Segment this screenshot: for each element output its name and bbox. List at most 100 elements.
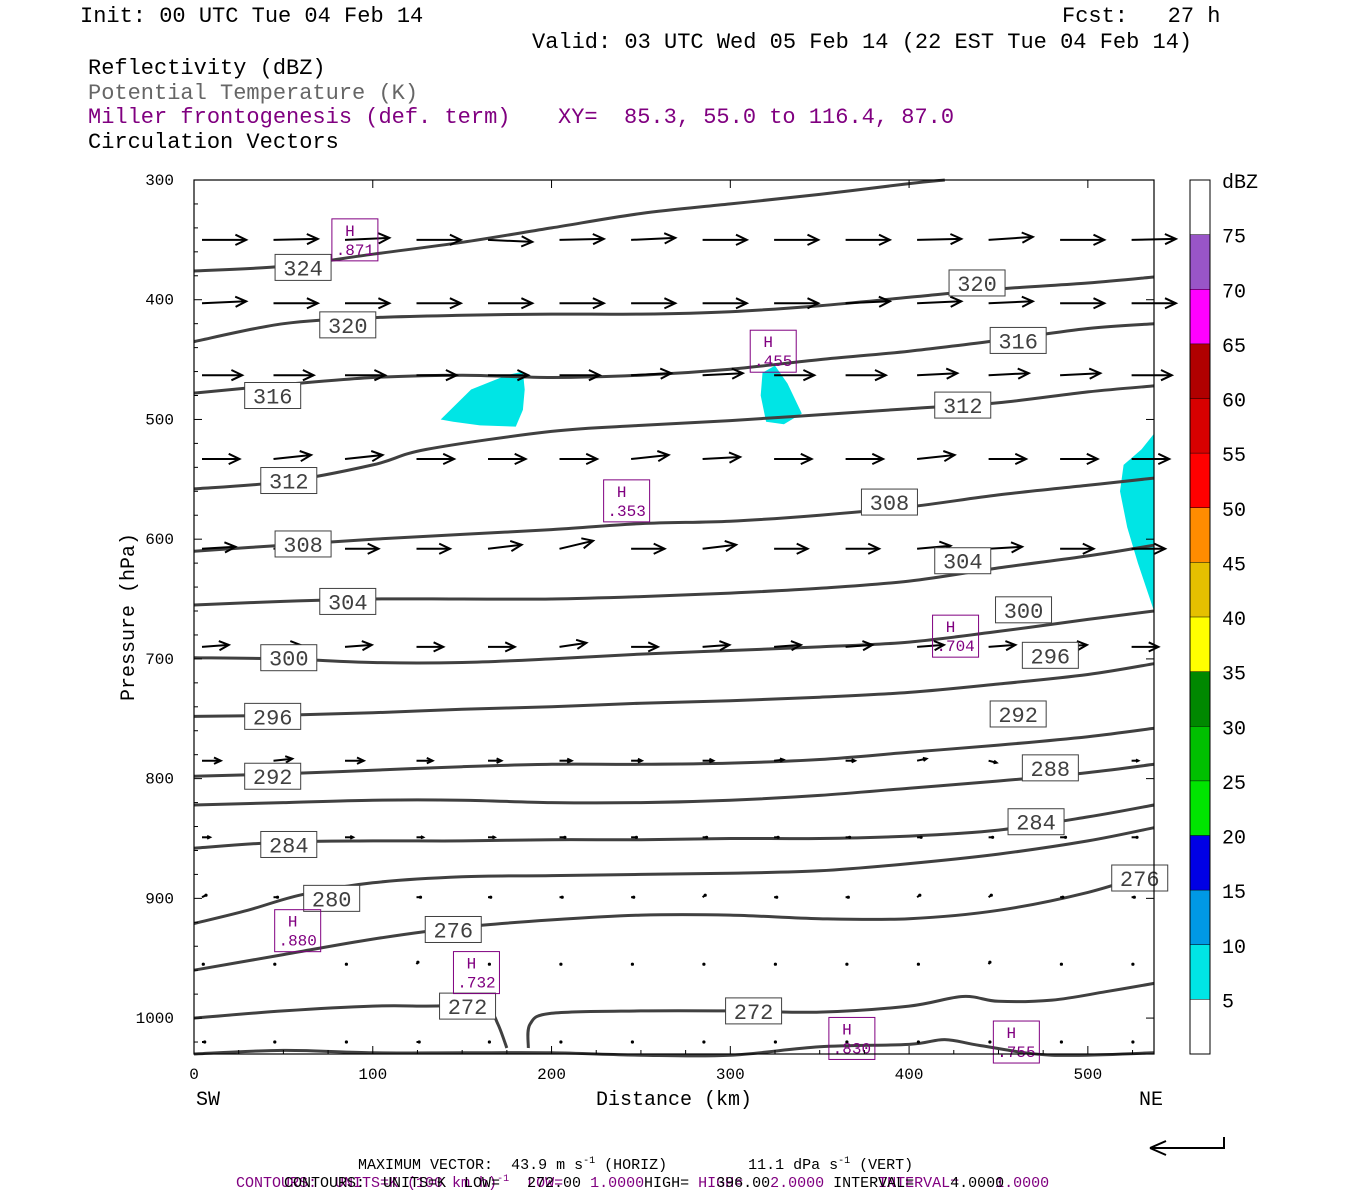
circulation-vector <box>1059 962 1063 966</box>
circulation-vector <box>273 962 277 966</box>
circulation-vector <box>345 297 392 310</box>
circulation-vector <box>988 295 1036 308</box>
high-letter: H <box>345 223 355 241</box>
circulation-vector <box>416 369 460 382</box>
circulation-vector <box>774 369 817 382</box>
theta-label-1: 320 <box>328 315 368 340</box>
colorbar-segment <box>1190 835 1210 891</box>
circulation-vector <box>559 369 603 382</box>
colorbar-tick-label: 75 <box>1222 227 1246 250</box>
circulation-vector <box>559 638 589 650</box>
field-frontogenesis: Miller frontogenesis (def. term) <box>88 105 511 130</box>
frontogenesis-high-0: H.871 <box>331 218 379 262</box>
circulation-vector <box>845 758 858 764</box>
circulation-vector <box>845 895 850 899</box>
circulation-vector <box>416 756 435 765</box>
circulation-vector <box>202 233 249 246</box>
circulation-vector <box>988 759 999 765</box>
circulation-vector <box>701 893 707 898</box>
colorbar-segment <box>1190 562 1210 617</box>
circulation-vector <box>774 452 814 466</box>
circulation-vector <box>845 369 889 382</box>
theta-label2-10-box <box>1007 808 1065 836</box>
circulation-vector <box>845 835 852 839</box>
circulation-vector <box>202 756 224 765</box>
theta-contour-312-3 <box>193 384 1155 491</box>
frontogenesis-high-7: H.755 <box>992 1020 1040 1064</box>
theta-label2-4: 308 <box>870 492 910 517</box>
circulation-vector <box>273 369 317 382</box>
circulation-vector <box>702 962 706 966</box>
colorbar-segment <box>1190 234 1210 290</box>
theta-label-3: 312 <box>269 471 309 496</box>
max-vector-horiz-exp: -1 <box>583 1156 596 1167</box>
forecast-hour: Fcst: 27 h <box>1062 4 1221 29</box>
circulation-vector <box>773 757 786 763</box>
theta-label-13-box <box>439 992 497 1020</box>
theta-label-0-box <box>274 253 332 281</box>
circulation-vector <box>559 835 567 839</box>
field-reflectivity: Reflectivity (dBZ) <box>88 56 326 81</box>
circulation-vector <box>917 835 923 839</box>
circulation-vector <box>1131 452 1172 466</box>
colorbar-segment <box>1190 453 1210 508</box>
theta-label2-2: 316 <box>998 330 1038 355</box>
theta-label2-4-box <box>860 488 918 516</box>
colorbar-tick-label: 15 <box>1222 882 1246 905</box>
circulation-vector <box>1059 1040 1063 1044</box>
circulation-vector <box>344 962 348 966</box>
circulation-vector <box>201 541 238 554</box>
circulation-vector <box>559 233 607 246</box>
frontogenesis-high-2: H.353 <box>603 479 651 523</box>
circulation-vector <box>916 962 921 966</box>
circulation-vector <box>416 542 453 555</box>
theta-label-10: 284 <box>269 834 309 859</box>
colorbar-tick-label: 60 <box>1222 391 1246 414</box>
theta-label-0: 324 <box>283 257 323 282</box>
circulation-vector <box>630 1040 635 1044</box>
theta-label-12: 276 <box>433 919 473 944</box>
frontogenesis-contour-info: CONTOURS: UNITS=K (100 km h)-1 LOW= 1.00… <box>236 1174 1050 1192</box>
circulation-vector <box>345 542 381 555</box>
circulation-vector <box>916 756 929 762</box>
circulation-vector <box>1060 835 1068 839</box>
circulation-vector <box>344 232 392 245</box>
theta-label2-7: 296 <box>1031 645 1071 670</box>
theta-label-10-box <box>260 830 318 858</box>
circulation-vector <box>845 640 875 652</box>
circulation-vector <box>1131 758 1141 763</box>
circulation-vector <box>702 233 750 246</box>
high-value: .755 <box>997 1044 1035 1062</box>
theta-label-14: 272 <box>734 1001 774 1026</box>
circulation-vector <box>631 232 678 245</box>
circulation-vector <box>1060 895 1065 899</box>
circulation-vector <box>487 1040 491 1044</box>
frontogenesis-high-1: H.455 <box>749 329 797 373</box>
circulation-vector <box>702 367 746 380</box>
circulation-vector <box>987 960 992 965</box>
circulation-vector <box>201 962 205 966</box>
circulation-vector <box>917 367 960 380</box>
circulation-vector <box>559 895 564 899</box>
theta-label2-9-box <box>1021 754 1079 782</box>
circulation-vector <box>774 895 779 899</box>
theta-label2-8: 292 <box>998 704 1038 729</box>
circulation-vector <box>273 233 321 246</box>
circulation-vector <box>1131 1040 1135 1044</box>
circulation-vector <box>488 641 518 653</box>
colorbar-frame <box>1189 179 1211 1055</box>
y-tick-label: 600 <box>145 531 174 549</box>
colorbar-tick-label: 35 <box>1222 664 1246 687</box>
circulation-vector <box>416 297 464 310</box>
circulation-vector <box>344 450 385 463</box>
circulation-vector <box>1131 895 1136 899</box>
y-tick-label: 400 <box>145 292 174 310</box>
circulation-vector <box>988 367 1032 380</box>
circulation-vector <box>273 450 314 463</box>
circulation-vector <box>702 757 716 764</box>
circulation-vector <box>845 233 893 246</box>
colorbar-tick-label: 70 <box>1222 281 1246 304</box>
colorbar-tick-label: 5 <box>1222 991 1234 1014</box>
theta-label2-1: 320 <box>957 273 997 298</box>
